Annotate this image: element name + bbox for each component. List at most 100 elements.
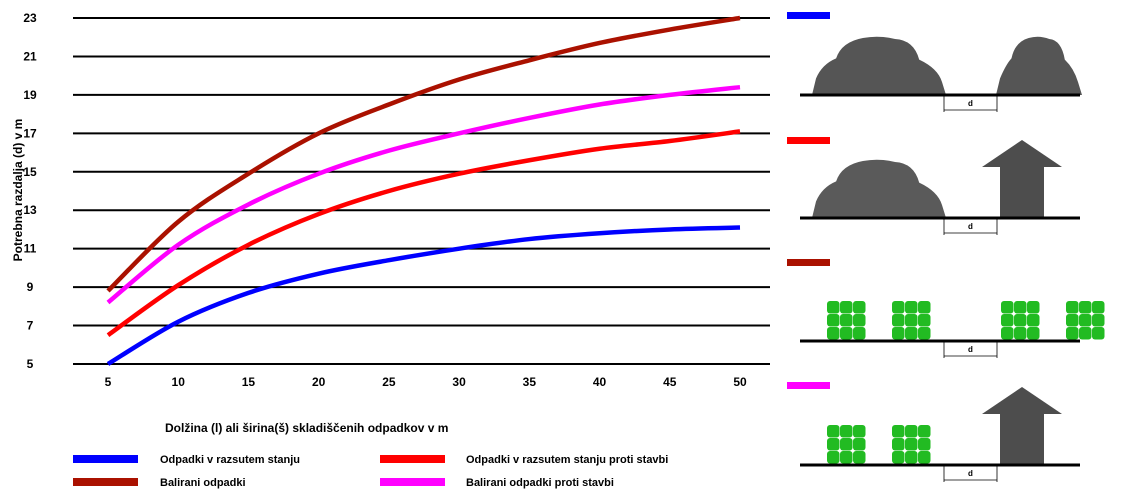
- bale: [1001, 327, 1014, 340]
- bale: [905, 327, 918, 340]
- series-line-2: [106, 129, 741, 338]
- bale: [827, 425, 840, 438]
- bale: [827, 327, 840, 340]
- bale: [1092, 327, 1105, 340]
- scene-legend-swatch: [787, 259, 830, 266]
- bale: [905, 425, 918, 438]
- bale: [1014, 314, 1027, 327]
- bale: [853, 301, 866, 314]
- bale: [853, 451, 866, 464]
- y-axis-title: Potrebna razdalja (d) v m: [11, 119, 25, 262]
- bale: [1092, 301, 1105, 314]
- x-tick-label: 10: [172, 375, 186, 389]
- bale: [827, 451, 840, 464]
- y-tick-label: 15: [23, 165, 37, 179]
- x-tick-label: 5: [105, 375, 112, 389]
- bale: [918, 301, 931, 314]
- bale: [892, 438, 905, 451]
- bale: [827, 301, 840, 314]
- x-axis-title: Dolžina (l) ali širina(š) skladiščenih o…: [165, 421, 448, 435]
- bale: [853, 438, 866, 451]
- legend-label: Balirani odpadki: [160, 477, 246, 489]
- y-tick-label: 21: [23, 49, 37, 63]
- legend-label: Balirani odpadki proti stavbi: [466, 477, 614, 489]
- illustrations: d d d d: [787, 12, 1105, 482]
- y-tick-label: 19: [23, 88, 37, 102]
- scene-legend-swatch: [787, 382, 830, 389]
- bale: [918, 425, 931, 438]
- series-line-1: [106, 225, 741, 366]
- x-tick-label: 50: [733, 375, 747, 389]
- x-tick-label: 20: [312, 375, 326, 389]
- series-lines: [106, 15, 741, 366]
- bale: [853, 327, 866, 340]
- bale: [918, 438, 931, 451]
- legend-label: Odpadki v razsutem stanju proti stavbi: [466, 454, 668, 466]
- y-tick-label: 13: [23, 203, 37, 217]
- bale: [1027, 327, 1040, 340]
- x-tick-labels: 5 10 15 20 25 30 35 40 45 50: [105, 375, 747, 389]
- bale: [1001, 301, 1014, 314]
- y-tick-label: 11: [24, 242, 37, 256]
- bale: [1001, 314, 1014, 327]
- x-tick-label: 15: [242, 375, 256, 389]
- bale: [840, 438, 853, 451]
- bale: [1014, 327, 1027, 340]
- bale: [1066, 327, 1079, 340]
- bale: [853, 425, 866, 438]
- bale: [905, 301, 918, 314]
- bale: [840, 327, 853, 340]
- y-tick-label: 23: [23, 11, 37, 25]
- y-tick-label: 17: [23, 126, 37, 140]
- bale: [892, 451, 905, 464]
- bale: [918, 314, 931, 327]
- bale: [853, 314, 866, 327]
- bale: [827, 438, 840, 451]
- y-tick-label: 7: [27, 319, 34, 333]
- building-roof: [982, 140, 1062, 167]
- x-tick-label: 30: [452, 375, 466, 389]
- bale: [1079, 327, 1092, 340]
- legend-swatch: [380, 455, 445, 463]
- bale: [892, 314, 905, 327]
- bale: [1014, 301, 1027, 314]
- bale: [840, 451, 853, 464]
- legend-label: Odpadki v razsutem stanju: [160, 454, 300, 466]
- scene-legend-swatch: [787, 137, 830, 144]
- distance-label: d: [968, 99, 973, 108]
- distance-label: d: [968, 345, 973, 354]
- bale: [892, 425, 905, 438]
- x-tick-label: 35: [523, 375, 537, 389]
- distance-label: d: [968, 469, 973, 478]
- bale: [827, 314, 840, 327]
- x-tick-label: 25: [382, 375, 396, 389]
- y-tick-labels: 5 7 9 11 13 15 17 19 21 23: [23, 11, 37, 371]
- bale: [918, 327, 931, 340]
- bale: [1079, 301, 1092, 314]
- waste-heap: [812, 36, 946, 95]
- bale: [1066, 314, 1079, 327]
- y-tick-label: 9: [27, 280, 34, 294]
- grid-lines: [73, 17, 770, 365]
- y-tick-label: 5: [27, 357, 34, 371]
- waste-heap: [812, 159, 946, 218]
- bale: [840, 425, 853, 438]
- waste-heap: [996, 36, 1082, 95]
- building-roof: [982, 387, 1062, 414]
- bale: [892, 327, 905, 340]
- x-tick-label: 40: [593, 375, 607, 389]
- legend: Odpadki v razsutem stanju Odpadki v razsu…: [73, 454, 668, 489]
- bale: [840, 314, 853, 327]
- bale: [1027, 301, 1040, 314]
- building-body: [1000, 165, 1044, 218]
- bale: [1079, 314, 1092, 327]
- series-line-4: [106, 84, 741, 305]
- bale: [1066, 301, 1079, 314]
- bale: [905, 451, 918, 464]
- bale: [840, 301, 853, 314]
- bale: [918, 451, 931, 464]
- bale: [892, 301, 905, 314]
- legend-swatch: [73, 478, 138, 486]
- x-tick-label: 45: [663, 375, 677, 389]
